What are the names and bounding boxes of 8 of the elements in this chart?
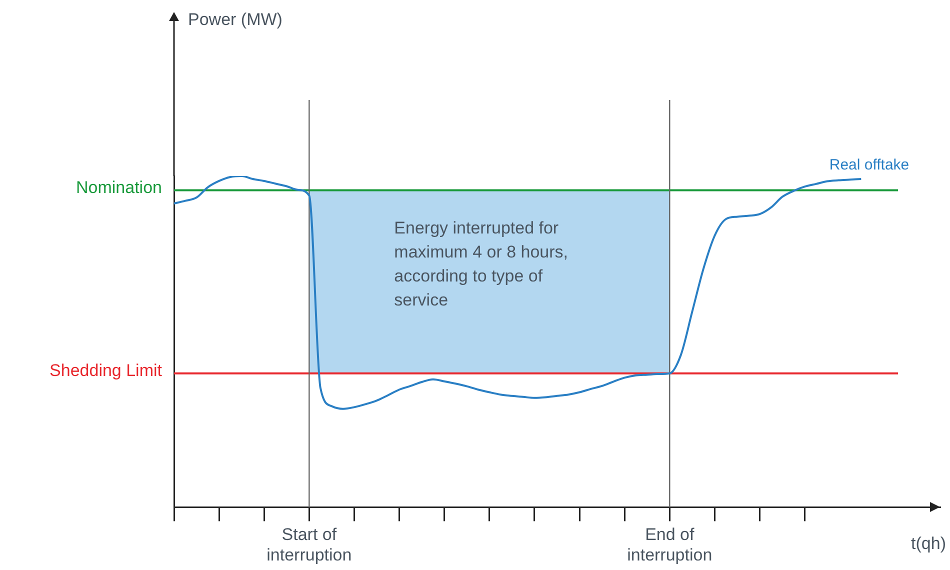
x-tick-label: End of interruption bbox=[627, 525, 712, 564]
x-tick-label: Start of interruption bbox=[266, 525, 352, 564]
ref-line-label: Nomination bbox=[76, 178, 162, 197]
ref-line-label: Shedding Limit bbox=[50, 361, 162, 380]
text: Power (MW) bbox=[188, 10, 282, 30]
series-label: Real offtake bbox=[829, 156, 910, 174]
annotation: Energy interrupted for maximum 4 or 8 hours, according to type of service bbox=[394, 218, 568, 310]
x-axis-title: t(qh) bbox=[911, 534, 946, 553]
